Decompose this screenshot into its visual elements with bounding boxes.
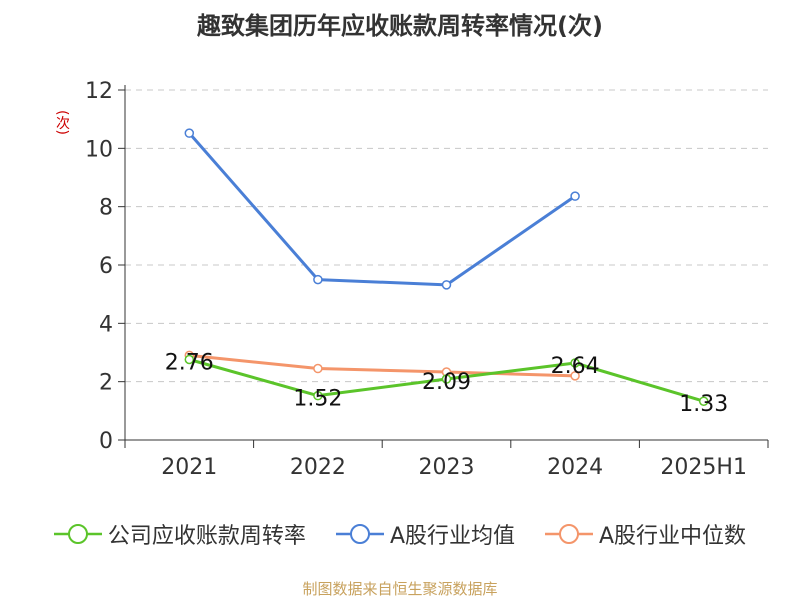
legend-label: A股行业均值: [389, 524, 515, 549]
legend: 公司应收账款周转率 A股行业均值 A股行业中位数: [0, 518, 800, 550]
y-tick-label: 8: [99, 196, 113, 221]
data-point: [570, 371, 580, 381]
x-tick-label: 2024: [547, 455, 603, 480]
data-label: 2.09: [422, 370, 471, 395]
x-tick-label: 2023: [419, 455, 475, 480]
y-tick-label: 0: [99, 429, 113, 454]
series-line-1: [188, 132, 576, 287]
line-chart: 0 2 4 6 8 10 12 2021 2022 2023 2024 2025H1 2.76 1.52 2…: [85, 79, 769, 480]
data-label: 1.33: [679, 392, 728, 417]
legend-label: 公司应收账款周转率: [107, 524, 306, 549]
chart-title: 趣致集团历年应收账款周转率情况(次): [197, 12, 603, 40]
x-tick-label: 2022: [290, 455, 346, 480]
x-tick-label: 2025H1: [660, 455, 747, 480]
legend-item[interactable]: 公司应收账款周转率: [53, 518, 306, 550]
data-point: [698, 396, 709, 406]
data-point: [184, 354, 195, 365]
y-axis-label: (次): [54, 110, 70, 135]
y-tick-label: 4: [99, 312, 113, 337]
y-tick-label: 12: [85, 79, 113, 104]
legend-marker: [545, 524, 593, 544]
data-point: [313, 390, 323, 401]
legend-item[interactable]: A股行业中位数: [545, 518, 746, 550]
legend-marker: [53, 524, 102, 544]
data-point: [441, 280, 452, 290]
data-label: 1.52: [293, 387, 342, 412]
data-label: 2.64: [551, 354, 600, 379]
data-point: [441, 374, 452, 384]
data-source: 制图数据来自恒生聚源数据库: [302, 580, 498, 598]
x-tick-label: 2021: [161, 455, 217, 480]
series-line-2: [189, 353, 576, 378]
y-tick-label: 10: [85, 137, 113, 162]
legend-marker: [335, 524, 384, 544]
data-point: [570, 358, 580, 368]
data-point: [570, 191, 580, 201]
legend-item[interactable]: A股行业均值: [335, 518, 515, 550]
y-tick-label: 6: [99, 254, 113, 279]
legend-label: A股行业中位数: [599, 524, 747, 549]
data-point: [184, 128, 195, 138]
data-point: [313, 274, 323, 285]
data-point: [313, 363, 323, 374]
y-tick-label: 2: [99, 371, 113, 396]
data-label: 2.76: [165, 351, 214, 376]
